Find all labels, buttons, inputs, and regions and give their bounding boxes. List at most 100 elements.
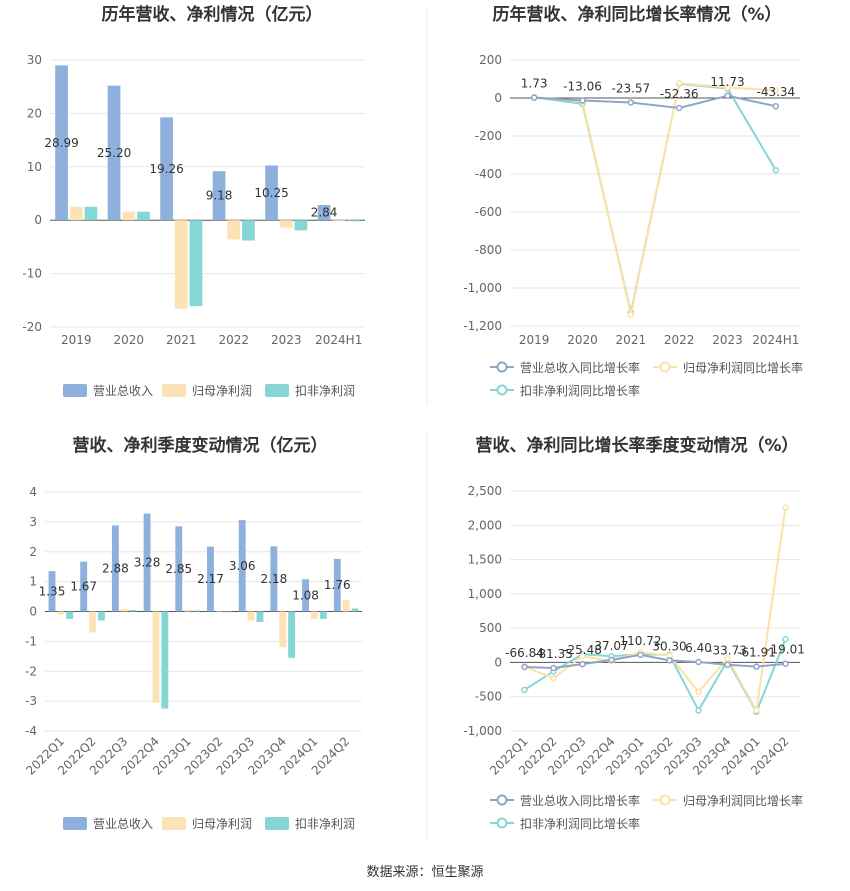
data-label: 2.18 [261, 572, 288, 586]
x-tick-label: 2022 [664, 333, 695, 347]
legend-label: 营业总收入同比增长率 [520, 360, 640, 375]
y-tick-label: 2,500 [468, 484, 502, 498]
x-tick-label: 2019 [61, 333, 92, 347]
legend-marker [496, 361, 508, 373]
data-label: -66.84 [505, 646, 544, 660]
point-归母净利润同比增长率 [675, 79, 683, 87]
line-营业总收入同比增长率 [534, 94, 777, 109]
point-营业总收入同比增长率 [772, 102, 780, 110]
y-tick-label: -3 [25, 694, 37, 708]
bar-营业总收入 [107, 85, 121, 221]
legend-label: 扣非净利润同比增长率 [520, 816, 640, 831]
bar-归母净利润 [279, 220, 293, 228]
data-label: -23.57 [611, 81, 650, 95]
data-label: 1.76 [324, 578, 351, 592]
point-营业总收入同比增长率 [724, 661, 731, 668]
data-label: -81.35 [534, 647, 573, 661]
point-归母净利润同比增长率 [695, 688, 702, 696]
bar-营业总收入 [317, 205, 331, 221]
point-营业总收入同比增长率 [530, 94, 538, 101]
data-label: 2.17 [197, 572, 224, 586]
point-扣非净利润同比增长率 [695, 707, 702, 714]
legend-label: 扣非净利润 [295, 384, 355, 398]
data-label: -43.34 [756, 85, 795, 99]
x-tick-label: 2022 [218, 333, 249, 347]
bar-归母净利润 [120, 609, 128, 612]
legend-label: 归母净利润 [192, 384, 252, 398]
point-归母净利润同比增长率 [550, 674, 557, 682]
legend-label: 营业总收入同比增长率 [520, 793, 640, 808]
bar-营业总收入 [333, 558, 341, 612]
data-label: 2.88 [102, 561, 129, 575]
legend-swatch [265, 384, 289, 397]
legend-marker [659, 794, 671, 806]
x-tick-label: 2021 [616, 333, 647, 347]
legend-label: 营业总收入 [93, 384, 153, 398]
legend-marker [659, 361, 671, 373]
legend-marker [496, 384, 508, 396]
bar-归母净利润 [57, 611, 65, 615]
point-营业总收入同比增长率 [637, 651, 644, 659]
data-label: 19.26 [149, 162, 183, 176]
data-label: -19.01 [766, 643, 805, 657]
source-note: 数据来源：恒生聚源 [366, 865, 483, 880]
point-归母净利润同比增长率 [724, 655, 731, 662]
legend-label: 扣非净利润同比增长率 [520, 383, 640, 398]
bar-营业总收入 [143, 513, 151, 612]
data-label: -13.06 [563, 79, 602, 93]
bar-营业总收入 [80, 561, 88, 612]
bar-扣非净利润 [294, 220, 308, 231]
bar-扣非净利润 [347, 220, 360, 222]
bar-归母净利润 [152, 611, 160, 703]
quarterly-amounts-chart: 营收、净利季度变动情况（亿元）-4-3-2-1012342022Q12022Q2… [23, 435, 362, 831]
data-label: 30.30 [652, 639, 686, 653]
bar-归母净利润 [279, 611, 287, 648]
y-tick-label: -4 [25, 724, 37, 738]
line-归母净利润同比增长率 [534, 82, 776, 315]
point-营业总收入同比增长率 [666, 657, 673, 664]
x-tick-label: 2021 [166, 333, 197, 347]
y-tick-label: -1 [25, 634, 37, 648]
data-label: -61.91 [737, 646, 776, 660]
data-label: 1.35 [39, 584, 66, 598]
bar-扣非净利润 [288, 611, 296, 658]
data-label: 2.84 [311, 206, 338, 220]
bar-归母净利润 [311, 611, 318, 619]
chart-title: 历年营收、净利同比增长率情况（%） [492, 4, 781, 25]
data-label: 2.85 [165, 562, 192, 576]
point-归母净利润同比增长率 [627, 311, 635, 318]
data-label: -33.73 [708, 644, 747, 658]
y-tick-label: -2 [25, 664, 37, 678]
y-tick-label: 1,000 [468, 587, 502, 601]
legend-swatch [63, 817, 87, 830]
point-扣非净利润同比增长率 [782, 635, 789, 643]
legend-label: 归母净利润同比增长率 [683, 360, 803, 375]
bar-扣非净利润 [351, 608, 359, 612]
bar-归母净利润 [184, 610, 192, 612]
point-营业总收入同比增长率 [521, 663, 528, 671]
bar-扣非净利润 [137, 211, 150, 221]
bar-营业总收入 [238, 520, 246, 612]
y-tick-label: -200 [475, 129, 502, 143]
chart-title: 营收、净利季度变动情况（亿元） [73, 435, 328, 456]
x-tick-label: 2024H1 [752, 333, 799, 347]
bar-扣非净利润 [319, 611, 327, 619]
bar-营业总收入 [55, 65, 68, 221]
y-tick-label: 2,000 [468, 518, 502, 532]
line-归母净利润同比增长率 [524, 507, 787, 714]
data-label: 3.28 [134, 556, 161, 570]
point-营业总收入同比增长率 [579, 97, 586, 104]
data-label: 11.73 [710, 75, 744, 89]
data-label: 3.06 [229, 559, 256, 573]
point-营业总收入同比增长率 [724, 92, 731, 100]
quarterly-growth-chart: 营收、净利同比增长率季度变动情况（%） -1,000 -500 0 500 1,000 1,… [463, 435, 805, 831]
legend-label: 归母净利润同比增长率 [683, 793, 803, 808]
point-归母净利润同比增长率 [753, 707, 760, 714]
y-tick-label: 4 [29, 485, 37, 499]
annual-amounts-chart: 历年营收、净利情况（亿元） -20 -10 0 10 20 30 2019 2020 2021 20… [22, 4, 365, 398]
bar-扣非净利润 [129, 610, 137, 612]
y-tick-label: 30 [27, 53, 42, 67]
x-tick-label: 2020 [113, 333, 144, 347]
y-tick-label: -1,200 [463, 319, 502, 333]
